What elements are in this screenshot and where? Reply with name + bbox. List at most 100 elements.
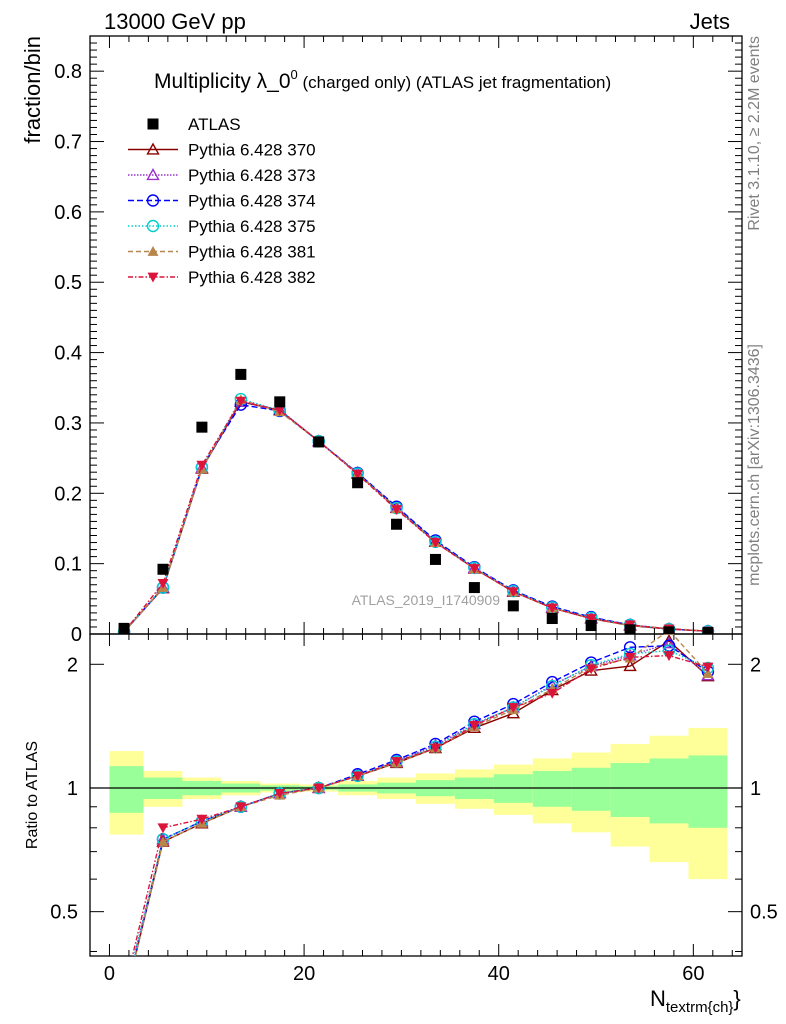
ratio-tick-label-left: 1	[67, 778, 78, 800]
mc-ratio-point	[157, 823, 169, 834]
legend-label-data: ATLAS	[188, 115, 241, 134]
mc-ratio-line	[134, 644, 709, 956]
y-tick-label: 0.5	[54, 272, 82, 294]
mc-ratio-line	[133, 642, 709, 956]
mc-point	[352, 469, 364, 480]
legend: ATLAS Pythia 6.428 370 Pythia 6.428 373 Pyt…	[128, 115, 316, 287]
y-axis-label: fraction/bin	[20, 36, 45, 144]
mc-ratio-point	[313, 783, 325, 794]
mc-point	[274, 405, 286, 416]
legend-label: Pythia 6.428 370	[188, 141, 316, 160]
y-tick-label: 0	[71, 624, 82, 646]
legend-entry-5: Pythia 6.428 382	[128, 268, 316, 287]
mc-ratio-point	[702, 662, 714, 673]
mc-line	[123, 400, 708, 633]
chart-title-rest: (charged only) (ATLAS jet fragmentation)	[298, 73, 611, 92]
data-point	[118, 622, 130, 634]
x-axis-label-close: }	[733, 986, 740, 1011]
legend-marker	[146, 168, 160, 181]
data-point	[313, 436, 325, 448]
band-inner	[109, 766, 144, 813]
data-point	[546, 613, 558, 625]
x-ticks: 0 20 40 60	[104, 36, 733, 985]
y-tick-label: 0.8	[54, 61, 82, 83]
y-tick-label: 0.7	[54, 132, 82, 154]
data-point	[585, 620, 597, 632]
legend-marker	[146, 194, 160, 207]
ratio-frame	[89, 633, 743, 957]
data-point	[352, 477, 364, 489]
data-point	[235, 368, 247, 380]
band-inner	[688, 755, 728, 828]
mc-ratio-point	[157, 836, 169, 847]
mc-point	[157, 578, 169, 589]
x-tick-label: 60	[682, 963, 704, 985]
chart-title: Multiplicity λ_00 (charged only) (ATLAS …	[154, 67, 611, 93]
x-axis-label-sub: textrm{ch}	[666, 999, 734, 1016]
mc-ratio-point	[663, 651, 675, 662]
ratio-tick-label-right: 1	[750, 778, 761, 800]
legend-label: Pythia 6.428 374	[188, 192, 316, 211]
data-point	[507, 600, 519, 612]
main-panel: 0 0.1 0.2 0.3 0.4 0.5 0.6 0.7 0.8	[54, 35, 743, 646]
data-point	[196, 421, 208, 433]
legend-label: Pythia 6.428 381	[188, 243, 316, 262]
legend-marker	[147, 246, 159, 256]
mc-ratio-point	[662, 636, 676, 649]
x-tick-label: 40	[488, 963, 510, 985]
mc-point	[507, 587, 519, 598]
analysis-watermark: ATLAS_2019_I1740909	[352, 592, 501, 608]
mc-ratio-point	[196, 814, 208, 825]
data-point	[702, 627, 714, 634]
legend-marker	[146, 142, 160, 155]
side-mcplots-label: mcplots.cern.ch [arXiv:1306.3436]	[746, 344, 763, 586]
legend-entry-1: Pythia 6.428 373	[128, 166, 316, 185]
data-point	[624, 624, 636, 634]
mc-ratio-point	[274, 789, 286, 799]
band-inner	[532, 770, 572, 807]
mc-point	[196, 460, 208, 471]
data-point	[157, 563, 169, 575]
legend-label: Pythia 6.428 382	[188, 268, 316, 287]
band-inner	[610, 763, 650, 817]
y-tick-label: 0.4	[54, 343, 82, 365]
mc-point	[429, 538, 441, 549]
mc-ratio-series-5	[131, 651, 714, 956]
legend-marker	[146, 219, 160, 233]
x-tick-label: 20	[293, 963, 315, 985]
data-point	[468, 582, 480, 594]
legend-marker-data	[147, 118, 159, 130]
data-point	[429, 553, 441, 565]
y-tick-label: 0.1	[54, 554, 82, 576]
mc-point	[235, 396, 247, 407]
ratio-tick-label-left: 2	[67, 654, 78, 676]
ratio-tick-label-right: 2	[750, 654, 761, 676]
y-tick-label: 0.3	[54, 413, 82, 435]
mc-ratio-point	[429, 743, 441, 754]
legend-entry-2: Pythia 6.428 374	[128, 192, 316, 211]
x-tick-label: 0	[104, 963, 115, 985]
side-rivet-label: Rivet 3.1.10, ≥ 2.2M events	[746, 36, 763, 231]
mc-ratio-point	[662, 639, 676, 652]
mc-point	[585, 614, 597, 625]
legend-marker	[147, 272, 159, 283]
mc-ratio-point	[391, 757, 403, 767]
header-process-label: Jets	[690, 9, 730, 34]
mc-ratio-point	[585, 664, 597, 675]
mc-ratio-point	[663, 634, 675, 635]
ratio-tick-label-left: 0.5	[50, 902, 78, 924]
legend-entry-4: Pythia 6.428 381	[128, 243, 316, 262]
x-axis-label: Ntextrm{ch}}	[650, 986, 741, 1016]
y-tick-label: 0.6	[54, 202, 82, 224]
legend-entry-0: Pythia 6.428 370	[128, 141, 316, 160]
ratio-ticks: 0.5 0.5 1 1 2 2	[50, 654, 778, 952]
x-axis-label-main: N	[650, 986, 666, 1011]
mc-ratio-point	[623, 659, 637, 672]
legend-entry-3: Pythia 6.428 375	[128, 217, 316, 236]
chart-title-main: Multiplicity λ_0	[154, 70, 291, 93]
ratio-panel: 0 20 40 60 0.5 0.5 1 1 2 2	[50, 36, 778, 985]
mc-ratio-point	[546, 688, 558, 699]
legend-label: Pythia 6.428 373	[188, 166, 316, 185]
header-energy-label: 13000 GeV pp	[104, 9, 246, 34]
